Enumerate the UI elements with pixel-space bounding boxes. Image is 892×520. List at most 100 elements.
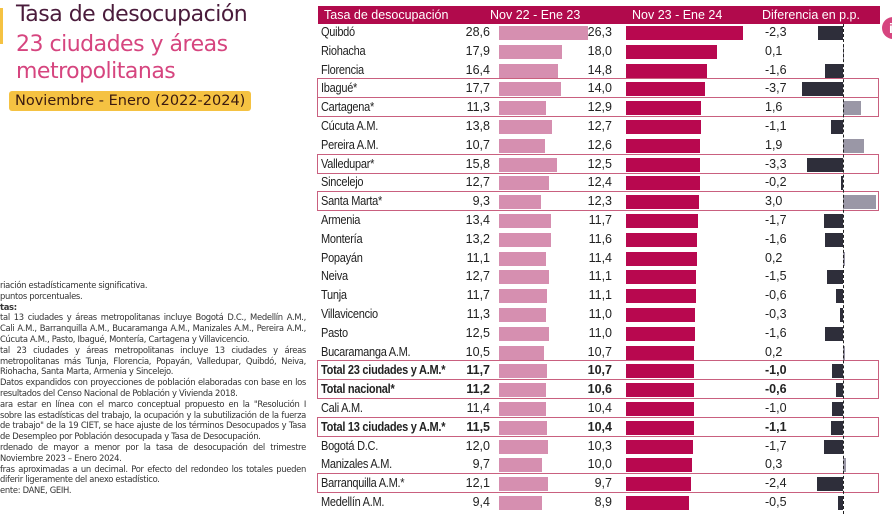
value-diff: -3,3 [765, 156, 787, 171]
bar-diff [843, 345, 846, 360]
table-row: Quibdó 28,6 26,3 -2,3 [318, 23, 878, 41]
city-name: Barranquilla A.M.* [321, 476, 405, 491]
city-name: Cúcuta A.M. [321, 119, 379, 133]
value-diff: 3,0 [765, 194, 783, 209]
value-diff: -1,7 [765, 213, 787, 227]
table-row: Valledupar* 15,8 12,5 -3,3 [317, 153, 879, 174]
value-period1: 11,4 [466, 401, 490, 415]
header-period1: Nov 22 - Ene 23 [490, 8, 581, 22]
bar-period2 [626, 232, 698, 247]
bar-period2 [626, 477, 692, 492]
city-name: Tunja [321, 288, 347, 303]
bar-period2 [626, 101, 702, 116]
bar-diff [826, 270, 843, 285]
period-badge: Noviembre - Enero (2022-2024) [9, 91, 252, 111]
bar-period1 [499, 176, 550, 191]
city-name: Bogotá D.C. [321, 438, 379, 453]
value-period2: 10,4 [587, 419, 612, 434]
value-period2: 10,3 [587, 438, 612, 453]
value-diff: -1,6 [765, 325, 787, 340]
city-name: Armenia [321, 213, 361, 227]
bar-period1 [499, 138, 545, 153]
bar-period1 [499, 214, 552, 228]
bar-period2 [626, 496, 689, 510]
bar-period1 [499, 232, 551, 247]
bar-period1 [499, 120, 553, 134]
value-diff: -0,6 [765, 382, 787, 397]
value-diff: -1,7 [765, 438, 787, 453]
value-period2: 12,6 [587, 137, 612, 152]
city-name: Neiva [321, 269, 348, 284]
bar-period1 [499, 101, 547, 116]
page-title: Tasa de desocupación [16, 2, 248, 27]
bar-period1 [499, 308, 547, 322]
value-period1: 11,7 [466, 363, 490, 378]
bar-period1 [499, 402, 547, 416]
bar-diff [825, 326, 843, 341]
value-period1: 28,6 [465, 25, 490, 39]
value-diff: -1,1 [765, 419, 787, 434]
value-period1: 11,3 [466, 100, 490, 115]
bar-period2 [626, 82, 705, 97]
value-period2: 12,9 [587, 100, 612, 115]
note: tal 23 ciudades y áreas metropolitanas i… [0, 344, 306, 377]
note: ara estar en línea con el marco conceptu… [0, 398, 306, 442]
value-diff: -3,7 [765, 81, 787, 96]
bar-diff [839, 308, 843, 322]
value-period1: 11,3 [466, 307, 490, 321]
value-diff: -2,4 [765, 476, 787, 491]
bar-period1 [499, 458, 543, 473]
bar-period2 [626, 138, 701, 153]
bar-diff [806, 157, 843, 172]
zero-line [843, 24, 844, 514]
city-name: Bucaramanga A.M. [321, 344, 411, 359]
value-period2: 12,3 [587, 194, 612, 209]
value-period1: 10,5 [465, 344, 490, 359]
value-period2: 11,1 [588, 288, 612, 303]
bar-diff [843, 195, 876, 210]
bar-period2 [626, 345, 695, 360]
bar-period2 [626, 270, 696, 285]
bar-period1 [499, 326, 549, 341]
table-row: Riohacha 17,9 18,0 0,1 [318, 42, 878, 60]
value-period2: 12,5 [587, 156, 612, 171]
note: tas: [0, 301, 17, 312]
bar-period2 [626, 420, 694, 435]
bar-diff [824, 439, 843, 454]
city-name: Pasto [321, 325, 348, 340]
city-name: Riohacha [321, 43, 366, 58]
note: rdenado de mayor a menor por la tasa de … [0, 441, 306, 463]
bar-diff [836, 383, 843, 398]
page-subtitle: 23 ciudades y áreas metropolitanas [16, 32, 228, 84]
value-diff: -1,5 [765, 269, 787, 284]
bar-period1 [499, 364, 548, 379]
value-period2: 11,0 [588, 325, 612, 340]
value-period1: 12,0 [465, 438, 490, 453]
info-icon[interactable]: i [882, 17, 892, 39]
table-row: Cúcuta A.M. 13,8 12,7 -1,1 [318, 117, 878, 135]
table-row: Santa Marta* 9,3 12,3 3,0 [317, 191, 879, 212]
table-row: Florencia 16,4 14,8 -1,6 [318, 61, 878, 79]
table-row: Villavicencio 11,3 11,0 -0,3 [318, 305, 878, 323]
bar-period2 [626, 120, 701, 134]
value-diff: 0,3 [765, 457, 783, 472]
table-row: Total 13 ciudades y A.M.* 11,5 10,4 -1,1 [317, 416, 879, 437]
bar-period1 [499, 44, 562, 59]
city-name: Villavicencio [321, 307, 378, 321]
bar-period1 [499, 477, 549, 492]
table-row: Cartagena* 11,3 12,9 1,6 [317, 97, 879, 118]
bar-period2 [626, 458, 693, 473]
bar-diff [832, 364, 843, 379]
bar-diff [840, 176, 843, 191]
bar-period1 [499, 82, 562, 97]
value-period1: 9,4 [472, 495, 490, 509]
value-period1: 12,7 [465, 269, 490, 284]
bar-period1 [499, 345, 545, 360]
table-row: Montería 13,2 11,6 -1,6 [318, 230, 878, 248]
bar-diff [843, 251, 846, 266]
table-row: Tunja 11,7 11,1 -0,6 [318, 286, 878, 304]
bar-period1 [499, 496, 542, 510]
city-name: Cali A.M. [321, 401, 363, 415]
bar-diff [816, 477, 843, 492]
bar-period2 [626, 383, 695, 398]
